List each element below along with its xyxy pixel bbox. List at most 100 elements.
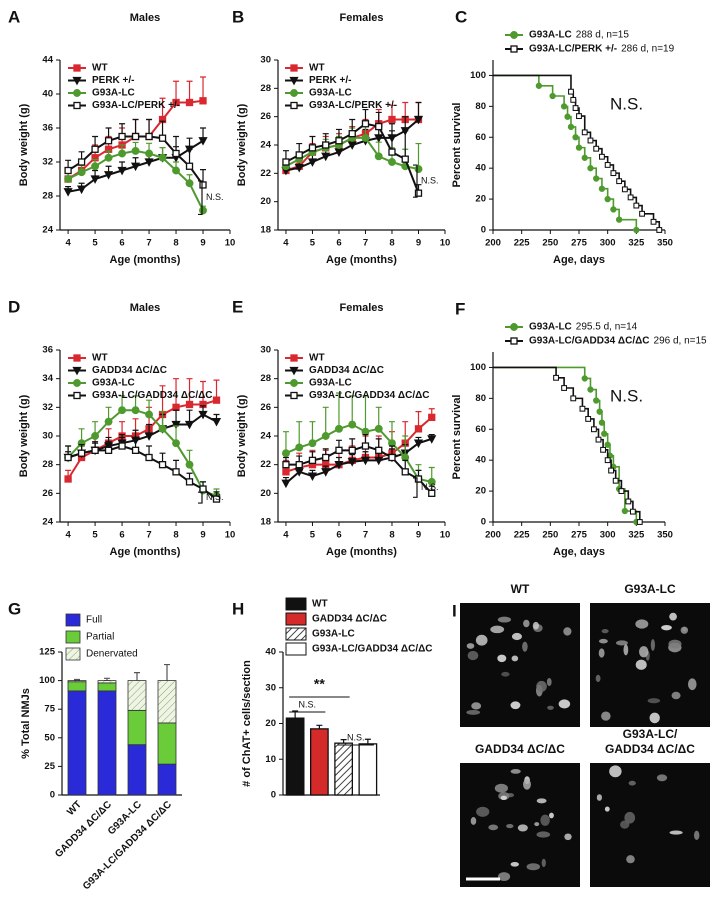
data-point [172,439,180,448]
cell [598,638,608,644]
bar-segment [157,763,177,796]
y-tick-label: 40 [475,163,486,174]
cell [523,779,531,790]
cell [526,863,541,871]
data-point [572,134,579,141]
data-point [334,461,344,470]
data-point [335,424,343,433]
cell [488,824,499,831]
data-point [77,449,86,457]
cell [536,680,547,692]
cell [647,698,661,704]
x-tick-label: 8 [389,530,394,541]
data-point [199,181,207,189]
bracket [413,164,418,198]
x-tick-label: 7 [363,238,368,249]
data-point [347,458,357,467]
error-bar [402,130,409,160]
data-point [172,468,180,476]
bracket [198,180,203,216]
data-point [282,449,290,458]
x-tick-label: 350 [657,530,673,541]
data-point [629,508,636,515]
data-point [184,420,195,430]
cell [649,712,660,724]
data-point [568,88,574,95]
annotation: N.S. [421,176,439,186]
legend-marker [290,64,298,72]
y-tick-label: 28 [42,191,53,202]
data-point [374,424,383,433]
x-tick-label: 275 [571,238,588,249]
data-point [428,489,436,497]
y-tick-label: 40 [42,89,53,100]
legend-label: WT [312,599,328,610]
x-tick-label: 325 [628,238,645,249]
error-bar [200,380,207,405]
data-point [361,442,370,450]
data-point [282,158,290,166]
error-bar [200,76,207,101]
micrograph [460,763,580,887]
error-bar [349,395,356,425]
legend-label: PERK +/- [309,75,352,86]
x-tick-label: 4 [283,238,289,249]
cell [510,861,519,867]
y-axis-label: Percent survival [451,103,463,188]
data-point [604,162,611,168]
cell [470,817,477,825]
cell [534,822,540,827]
y-axis-label: Body weight (g) [18,394,30,477]
y-axis-label: % Total NMJs [20,688,32,759]
data-point [567,123,575,131]
cell [532,621,540,630]
cell [620,820,630,829]
data-point [145,149,153,158]
data-point [90,175,100,184]
y-tick-label: 32 [42,402,53,413]
legend-marker [73,64,81,72]
cell [510,769,521,774]
data-point [572,105,579,111]
y-tick-label: 30 [260,345,271,356]
legend-stats: 296 d, n=15 [654,336,708,347]
data-point [560,103,568,110]
data-point [388,148,396,156]
data-point [91,162,100,171]
x-tick-label: 7 [146,530,151,541]
data-point [348,446,356,454]
data-point [104,153,113,162]
legend-label: G93A-LC/PERK +/- [309,100,397,111]
data-point [308,439,317,448]
data-point [308,144,317,152]
data-point [185,400,194,409]
data-point [428,413,436,422]
cell [547,705,554,710]
data-point [374,456,384,466]
legend-marker [510,31,518,39]
y-tick-label: 44 [42,55,53,66]
data-point [585,415,592,422]
data-point [145,453,153,462]
x-tick-label: 250 [542,530,558,541]
data-point [172,98,180,107]
data-point [307,472,318,482]
data-point [576,113,582,120]
data-point [185,162,194,170]
data-point [185,460,194,469]
data-point [616,178,623,185]
y-tick-label: 75 [44,704,55,715]
data-point [322,453,330,462]
data-point [295,443,304,452]
legend-swatch [65,613,81,627]
annotation: N.S. [610,94,643,113]
x-tick-label: 9 [416,530,421,541]
data-point [64,475,72,483]
bar-segment [67,681,87,692]
data-point [91,446,99,454]
cell [558,699,571,709]
data-point [414,189,423,197]
cell [467,650,479,661]
cell [549,812,554,819]
data-point [414,475,423,483]
